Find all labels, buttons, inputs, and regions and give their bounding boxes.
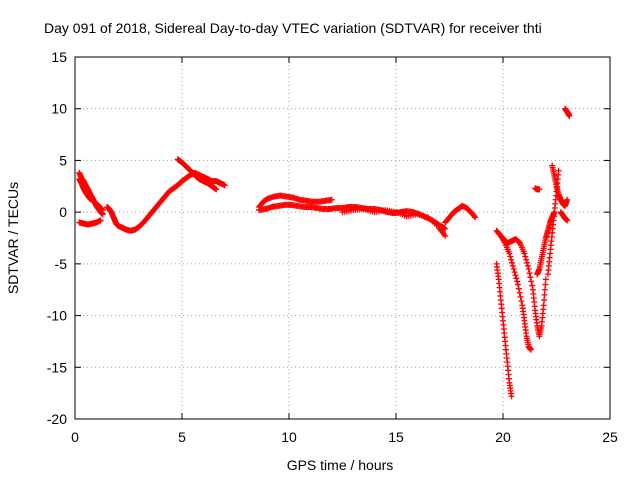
data-point bbox=[512, 272, 519, 279]
data-point bbox=[508, 259, 515, 266]
y-tick-label: -5 bbox=[55, 256, 68, 272]
x-tick-label: 5 bbox=[178, 429, 186, 445]
data-point bbox=[564, 217, 571, 224]
series-arc5 bbox=[174, 156, 220, 193]
data-point bbox=[328, 196, 335, 203]
series-arc18 bbox=[532, 185, 543, 193]
data-point bbox=[99, 207, 106, 214]
data-point bbox=[515, 285, 522, 292]
data-point bbox=[471, 213, 478, 220]
data-point bbox=[541, 297, 548, 304]
series-arc3 bbox=[76, 217, 104, 228]
data-point bbox=[524, 262, 531, 269]
data-point bbox=[213, 186, 220, 193]
data-point bbox=[517, 293, 524, 300]
plot-frame bbox=[74, 56, 611, 420]
series-arc9 bbox=[442, 202, 479, 226]
data-point bbox=[541, 286, 548, 293]
x-tick-label: 20 bbox=[495, 429, 511, 445]
data-marks bbox=[76, 105, 573, 400]
series-arc2 bbox=[76, 176, 106, 214]
grid-lines bbox=[75, 57, 610, 419]
data-point bbox=[508, 393, 515, 400]
data-point bbox=[521, 250, 528, 257]
data-point bbox=[555, 167, 562, 174]
data-point bbox=[523, 259, 530, 266]
x-tick-label: 0 bbox=[71, 429, 79, 445]
data-point bbox=[513, 275, 520, 282]
data-point bbox=[509, 262, 516, 269]
x-tick-label: 10 bbox=[281, 429, 297, 445]
data-point bbox=[442, 232, 449, 239]
series-arc16 bbox=[557, 209, 571, 224]
axis-ticks: 0 5 10 15 20 25 -20 -15 -10 -5 0 5 10 15 bbox=[47, 49, 618, 445]
data-point bbox=[522, 253, 529, 260]
data-point bbox=[514, 278, 521, 285]
data-point bbox=[542, 276, 549, 283]
y-tick-label: 0 bbox=[59, 204, 67, 220]
data-point bbox=[536, 186, 543, 193]
y-tick-label: -15 bbox=[47, 359, 67, 375]
y-axis-label: SDTVAR / TECUs bbox=[5, 182, 21, 294]
y-tick-label: 10 bbox=[51, 101, 67, 117]
y-tick-label: 15 bbox=[51, 49, 67, 65]
data-point bbox=[564, 196, 571, 203]
data-point bbox=[506, 250, 513, 257]
data-point bbox=[527, 274, 534, 281]
y-tick-label: 5 bbox=[59, 152, 67, 168]
chart-title: Day 091 of 2018, Sidereal Day-to-day VTE… bbox=[44, 20, 542, 36]
x-tick-label: 15 bbox=[388, 429, 404, 445]
series-arc17 bbox=[562, 105, 573, 119]
data-point bbox=[528, 278, 535, 285]
data-point bbox=[442, 225, 449, 232]
data-point bbox=[526, 270, 533, 277]
data-point bbox=[508, 256, 515, 263]
series-arc15 bbox=[549, 162, 571, 209]
data-point bbox=[523, 256, 530, 263]
data-point bbox=[542, 281, 549, 288]
data-point bbox=[221, 182, 228, 189]
series-arc10 bbox=[493, 260, 515, 400]
data-point bbox=[527, 346, 534, 353]
data-point bbox=[516, 289, 523, 296]
series-arc8 bbox=[339, 206, 449, 239]
data-point bbox=[440, 224, 447, 231]
series-arc14 bbox=[544, 167, 562, 278]
data-point bbox=[97, 217, 104, 224]
data-point bbox=[529, 282, 536, 289]
data-point bbox=[472, 214, 479, 221]
data-point bbox=[514, 281, 521, 288]
data-point bbox=[525, 266, 532, 273]
data-point bbox=[540, 302, 547, 309]
y-tick-label: -20 bbox=[47, 411, 67, 427]
data-point bbox=[511, 269, 518, 276]
x-tick-label: 25 bbox=[602, 429, 618, 445]
data-point bbox=[566, 112, 573, 119]
x-axis-label: GPS time / hours bbox=[287, 457, 394, 473]
data-point bbox=[518, 298, 525, 305]
data-point bbox=[541, 291, 548, 298]
data-point bbox=[507, 253, 514, 260]
series-arc12 bbox=[500, 235, 549, 340]
data-point bbox=[510, 266, 517, 273]
series-arc4 bbox=[104, 169, 228, 234]
y-tick-label: -10 bbox=[47, 308, 67, 324]
series-arc6 bbox=[256, 192, 335, 210]
